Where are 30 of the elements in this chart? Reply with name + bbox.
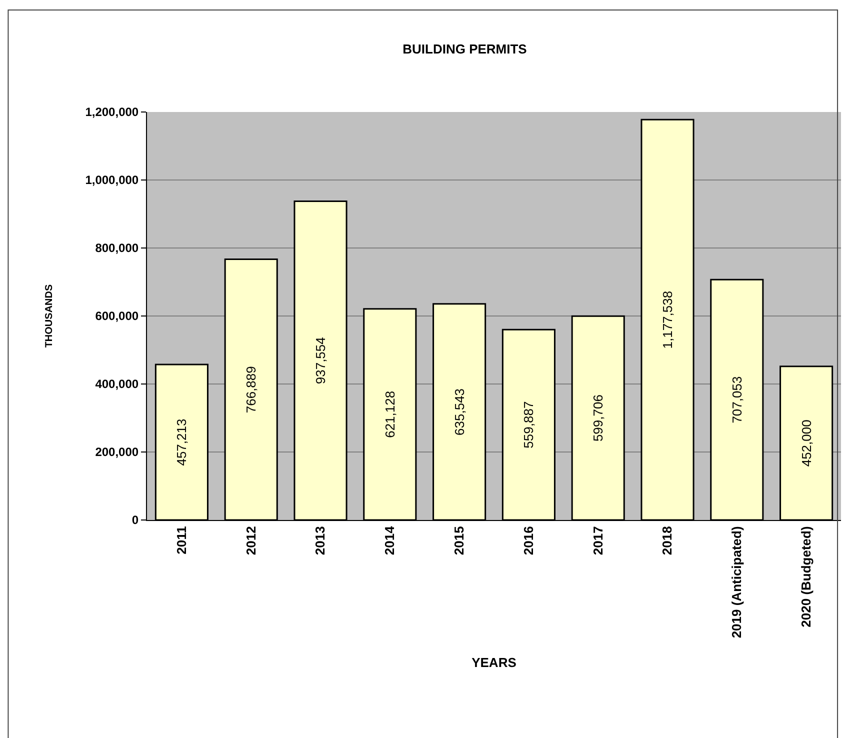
data-label: 599,706 bbox=[590, 394, 606, 442]
chart-title: BUILDING PERMITS bbox=[402, 41, 528, 56]
y-tick-label: 1,000,000 bbox=[85, 173, 139, 188]
x-tick-label: 2014 bbox=[382, 525, 398, 556]
data-label: 635,543 bbox=[452, 388, 467, 436]
data-label: 707,053 bbox=[729, 376, 744, 424]
data-label: 937,554 bbox=[313, 337, 328, 384]
x-tick-label: 2018 bbox=[660, 526, 675, 556]
y-tick-label: 0 bbox=[132, 513, 139, 528]
x-tick-label: 2019 (Anticipated) bbox=[729, 526, 744, 638]
data-label: 1,177,538 bbox=[660, 290, 676, 349]
y-axis-title: THOUSANDS bbox=[44, 284, 56, 348]
x-axis-title: YEARS bbox=[472, 654, 517, 670]
x-tick-label: 2011 bbox=[174, 526, 189, 554]
y-tick-label: 200,000 bbox=[95, 445, 139, 460]
x-tick-label: 2016 bbox=[520, 526, 536, 556]
y-tick-label: 400,000 bbox=[95, 377, 139, 392]
data-label: 457,213 bbox=[174, 418, 190, 466]
data-label: 452,000 bbox=[798, 420, 814, 467]
y-tick-label: 800,000 bbox=[95, 241, 139, 256]
data-label: 559,887 bbox=[521, 401, 536, 448]
x-tick-label: 2012 bbox=[243, 526, 258, 556]
y-tick-label: 600,000 bbox=[95, 309, 139, 324]
data-label: 766,889 bbox=[244, 366, 259, 414]
y-tick-label: 1,200,000 bbox=[85, 105, 139, 120]
x-tick-label: 2015 bbox=[452, 526, 467, 556]
x-tick-label: 2013 bbox=[312, 526, 328, 556]
x-tick-label: 2017 bbox=[590, 526, 606, 556]
x-tick-label: 2020 (Budgeted) bbox=[798, 526, 814, 628]
data-label: 621,128 bbox=[382, 390, 398, 438]
